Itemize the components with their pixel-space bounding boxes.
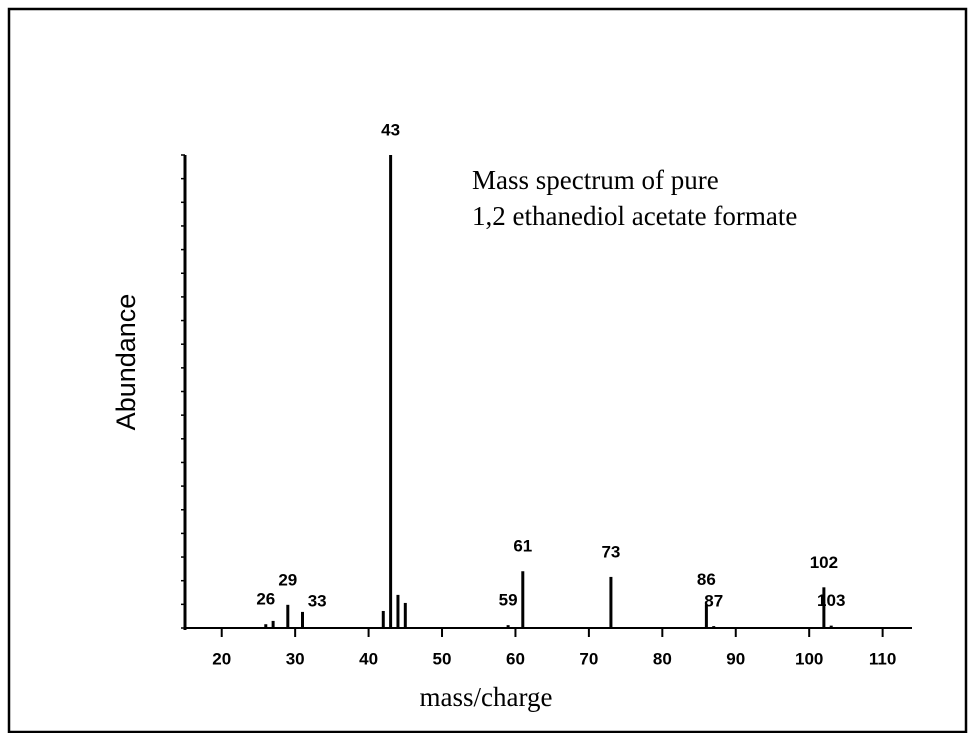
- peak-label: 73: [601, 542, 620, 561]
- x-tick-label: 90: [726, 649, 745, 668]
- peak-label: 59: [499, 591, 518, 610]
- frame: [7, 7, 968, 733]
- x-tick-label: 80: [653, 649, 672, 668]
- x-tick-label: 110: [869, 649, 896, 668]
- peak-label: 61: [513, 537, 532, 556]
- x-tick-label: 70: [579, 649, 598, 668]
- y-axis-label: Abundance: [111, 294, 141, 431]
- x-tick-label: 60: [506, 649, 525, 668]
- x-tick-label: 50: [433, 649, 452, 668]
- chart-title-line: Mass spectrum of pure: [472, 165, 719, 195]
- peak-label: 103: [817, 591, 845, 610]
- peak-label: 26: [256, 590, 275, 609]
- peak-label: 43: [381, 120, 400, 139]
- peak-label: 87: [704, 591, 723, 610]
- x-tick-label: 100: [795, 649, 823, 668]
- x-tick-label: 20: [212, 649, 231, 668]
- peak-label: 102: [810, 553, 838, 572]
- x-tick-label: 40: [359, 649, 378, 668]
- x-axis-label: mass/charge: [420, 682, 553, 712]
- peak-label: 86: [697, 570, 716, 589]
- x-tick-label: 30: [286, 649, 305, 668]
- chart-title-line: 1,2 ethanediol acetate formate: [472, 201, 797, 231]
- peak-label: 33: [308, 591, 327, 610]
- peak-label: 29: [278, 570, 297, 589]
